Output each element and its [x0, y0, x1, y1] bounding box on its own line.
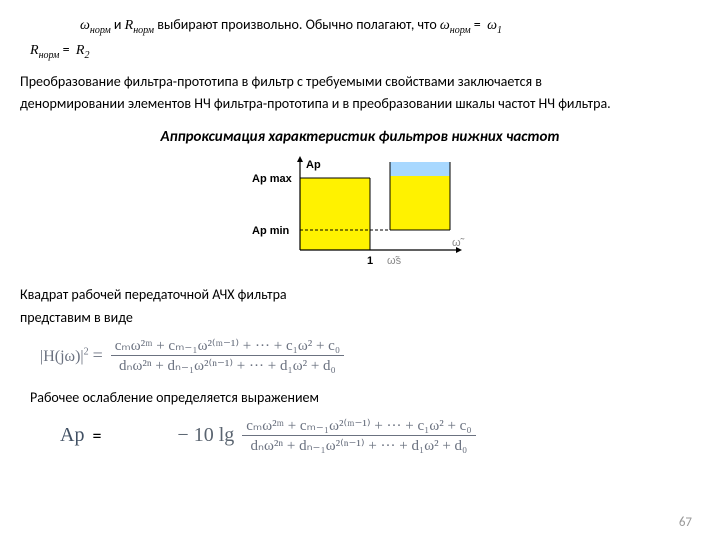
- svg-text:Ap: Ap: [306, 159, 321, 171]
- R-norm-2: Rнорм: [30, 43, 59, 58]
- line-2: Rнорм = R2: [20, 41, 700, 62]
- line-1: ωнорм и Rнорм выбирают произвольно. Обыч…: [20, 16, 700, 37]
- para-3b: представим в виде: [20, 309, 700, 328]
- eq2-frac: cₘω²ᵐ + cₘ₋₁ω²⁽ᵐ⁻¹⁾ + ··· + c₁ω² + c₀ dₙ…: [242, 416, 475, 455]
- svg-text:Ap min: Ap min: [252, 225, 290, 237]
- R-2: R2: [76, 43, 90, 58]
- R-norm-1: Rнорм: [125, 18, 154, 33]
- text: выбирают произвольно. Обычно полагают, ч…: [157, 16, 440, 33]
- eq2-left: Aр: [60, 424, 84, 447]
- svg-text:ω̃: ω̃: [452, 237, 465, 249]
- svg-text:Ap max: Ap max: [252, 173, 293, 185]
- heading-approx: Аппроксимация характеристик фильтров ниж…: [20, 128, 700, 146]
- equation-H: |H(jω)|2 = cₘω²ᵐ + cₘ₋₁ω²⁽ᵐ⁻¹⁾ + ··· + c…: [20, 336, 700, 375]
- omega-norm-1: ωнорм: [80, 18, 111, 33]
- eq2-eq: =: [92, 425, 101, 447]
- eq1-left: |H(jω)|2 =: [40, 345, 103, 366]
- eq: =: [63, 41, 73, 58]
- para-2b: денормировании элементов НЧ фильтра-прот…: [20, 95, 700, 114]
- eq: =: [474, 16, 484, 33]
- para-3a: Квадрат рабочей передаточной АЧХ фильтра: [20, 286, 700, 305]
- omega-1: ω1: [487, 18, 502, 33]
- chart-wrap: Ap Ap max Ap min 1 ω̃s ω̃: [20, 154, 700, 278]
- page-number: 67: [679, 515, 692, 530]
- omega-norm-2: ωнорм: [440, 18, 471, 33]
- filter-spec-chart: Ap Ap max Ap min 1 ω̃s ω̃: [250, 154, 470, 274]
- eq1-frac: cₘω²ᵐ + cₘ₋₁ω²⁽ᵐ⁻¹⁾ + ··· + c₁ω² + c₀ dₙ…: [111, 336, 344, 375]
- para-2a: Преобразование фильтра-прототипа в фильт…: [20, 73, 700, 92]
- svg-text:1: 1: [367, 255, 373, 267]
- eq2-op: − 10 lg: [177, 424, 234, 447]
- equation-Ap: Aр = − 10 lg cₘω²ᵐ + cₘ₋₁ω²⁽ᵐ⁻¹⁾ + ··· +…: [20, 416, 700, 455]
- para-4: Рабочее ослабление определяется выражени…: [20, 389, 700, 408]
- svg-text:ω̃s: ω̃s: [387, 255, 402, 267]
- text: и: [114, 16, 125, 33]
